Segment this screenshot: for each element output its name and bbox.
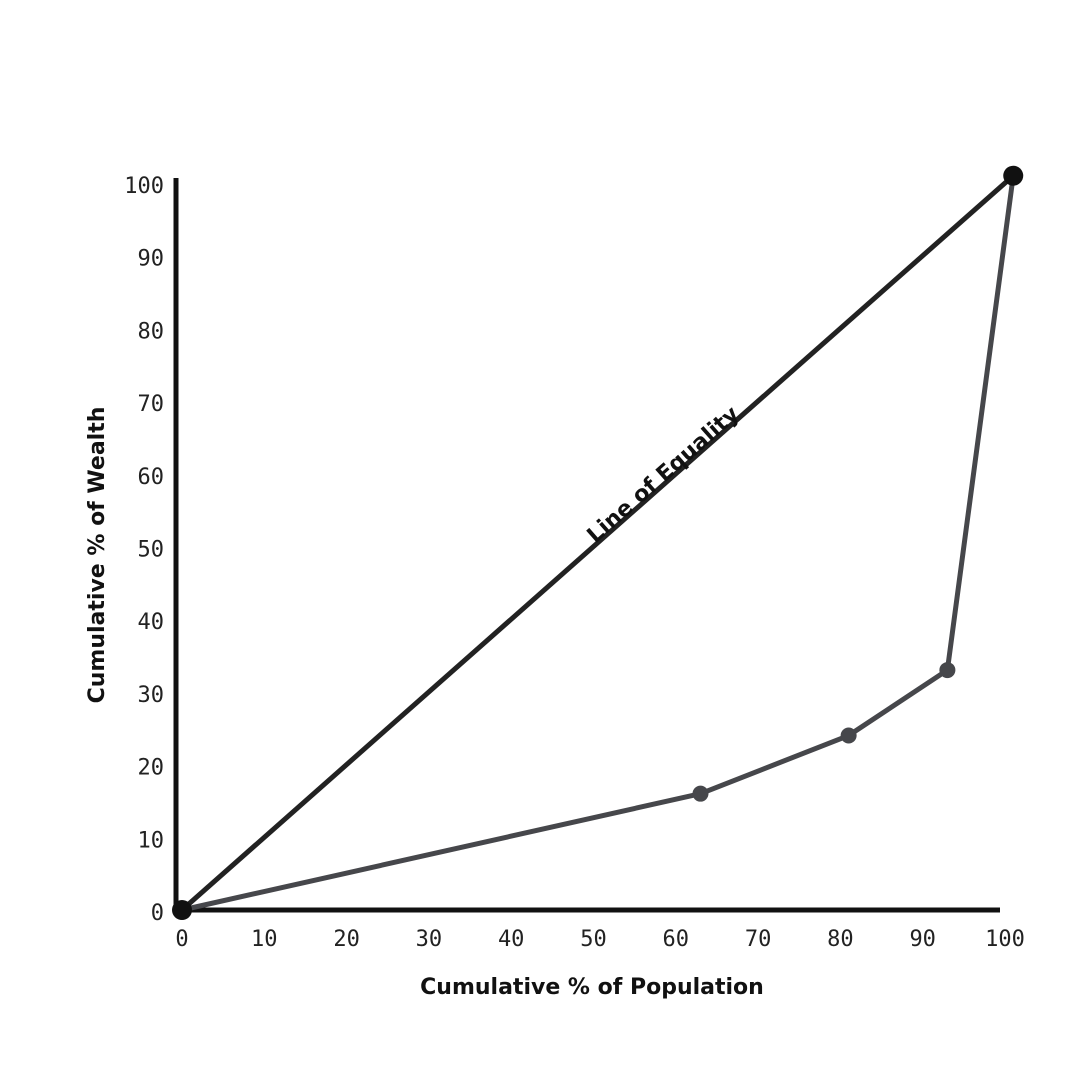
point — [172, 900, 192, 920]
point — [692, 785, 709, 802]
x-tick-label: 90 — [909, 927, 936, 952]
x-axis-title: Cumulative % of Population — [420, 975, 764, 1000]
x-tick-label: 70 — [745, 927, 772, 952]
y-axis-title: Cumulative % of Wealth — [85, 407, 110, 704]
y-tick-label: 70 — [138, 392, 165, 417]
y-tick-label: 10 — [138, 828, 165, 853]
y-tick-label: 90 — [138, 247, 165, 272]
series-line — [180, 173, 1015, 912]
y-tick-label: 30 — [138, 683, 165, 708]
x-tick-label: 10 — [251, 927, 278, 952]
y-tick-label: 50 — [138, 538, 165, 563]
point — [1003, 165, 1024, 186]
x-tick-label: 0 — [175, 927, 188, 952]
y-tick-label: 0 — [151, 901, 164, 926]
x-tick-label: 60 — [663, 927, 690, 952]
point — [939, 662, 956, 679]
y-tick-label: 100 — [124, 174, 164, 199]
x-tick-label: 30 — [416, 927, 443, 952]
line-label: Line of Equality — [583, 402, 744, 549]
point — [840, 727, 857, 744]
x-tick-label: 20 — [333, 927, 360, 952]
x-tick-label: 100 — [985, 927, 1025, 952]
y-tick-label: 80 — [138, 319, 165, 344]
x-tick-label: 50 — [580, 927, 607, 952]
x-tick-label: 80 — [827, 927, 854, 952]
y-tick-label: 60 — [138, 465, 165, 490]
y-tick-label: 40 — [138, 610, 165, 635]
x-tick-label: 40 — [498, 927, 525, 952]
y-tick-label: 20 — [138, 756, 165, 781]
